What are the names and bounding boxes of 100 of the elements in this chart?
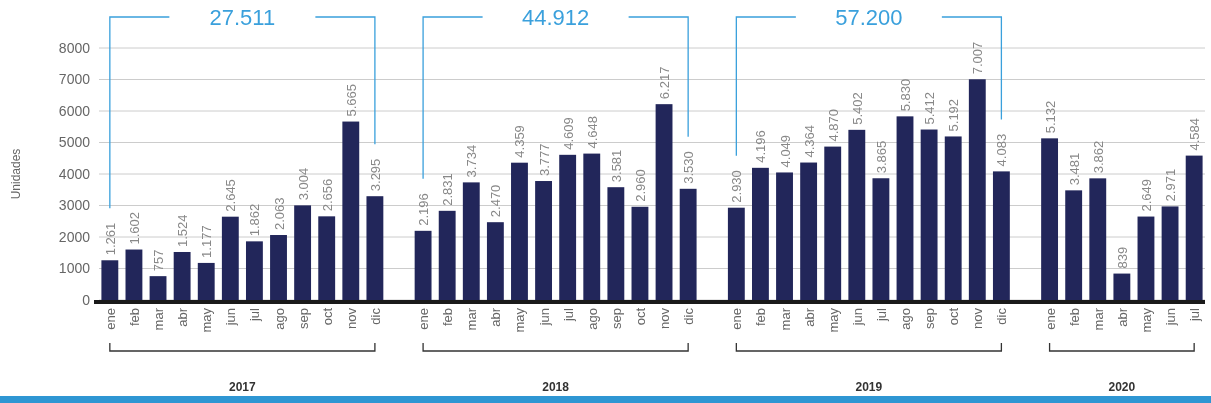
bar <box>920 129 938 300</box>
x-tick-label: mar <box>151 307 167 331</box>
x-tick-label: nov <box>970 307 986 329</box>
x-tick-label: ene <box>102 308 118 330</box>
x-tick-label: may <box>199 307 215 333</box>
bar <box>968 79 986 300</box>
x-tick-label: ago <box>271 308 287 330</box>
bar <box>342 121 360 300</box>
data-label: 5.412 <box>922 91 938 125</box>
x-tick-label: nov <box>343 307 359 329</box>
x-tick-label: may <box>512 307 528 333</box>
y-tick-label: 0 <box>82 291 91 308</box>
data-label: 7.007 <box>970 41 986 75</box>
data-label: 3.530 <box>681 151 697 184</box>
data-label: 4.196 <box>753 130 769 163</box>
bar <box>294 205 312 300</box>
x-tick-label: jun <box>536 308 552 327</box>
data-label: 2.470 <box>488 184 504 218</box>
data-label: 2.960 <box>632 169 648 202</box>
x-tick-label: sep <box>608 308 624 329</box>
bar <box>318 216 336 300</box>
x-tick-label: abr <box>801 307 817 327</box>
bar <box>559 154 577 300</box>
x-tick-label: feb <box>126 308 142 327</box>
data-label: 2.656 <box>319 178 335 212</box>
data-label: 1.261 <box>102 222 118 256</box>
y-tick-label: 3000 <box>58 197 91 214</box>
x-tick-label: ago <box>898 308 914 330</box>
x-tick-label: oct <box>632 307 648 326</box>
data-label: 3.004 <box>295 167 311 201</box>
x-tick-label: jul <box>873 307 889 323</box>
data-label: 3.777 <box>536 143 552 177</box>
x-tick-label: dic <box>367 307 383 325</box>
bar <box>414 230 432 300</box>
x-tick-label: ene <box>729 308 745 330</box>
x-tick-label: sep <box>922 308 938 329</box>
bar <box>1137 216 1155 300</box>
data-label: 2.971 <box>1163 168 1179 202</box>
bar <box>245 241 263 300</box>
bar <box>1113 273 1131 300</box>
data-label: 4.870 <box>825 109 841 142</box>
bar <box>101 260 119 300</box>
y-tick-label: 5000 <box>58 134 91 151</box>
data-label: 2.831 <box>440 173 456 206</box>
data-label: 4.049 <box>777 134 793 168</box>
bar <box>197 262 215 300</box>
y-tick-label: 6000 <box>58 102 91 119</box>
bar <box>752 167 769 300</box>
x-tick-label: ene <box>1042 308 1058 330</box>
bar <box>173 251 191 300</box>
text: 2020 <box>1108 380 1136 394</box>
bar <box>631 206 649 300</box>
x-tick-label: feb <box>753 308 769 327</box>
data-label: 4.083 <box>994 133 1010 167</box>
bar <box>1185 155 1203 300</box>
y-axis-title: Unidades <box>9 148 23 200</box>
bar <box>486 222 504 300</box>
data-label: 3.862 <box>1090 140 1106 174</box>
data-label: 5.830 <box>898 78 914 112</box>
x-tick-label: jul <box>1187 307 1203 323</box>
bar <box>992 171 1010 300</box>
x-tick-label: mar <box>464 307 480 331</box>
bar <box>462 182 480 300</box>
data-label: 3.865 <box>873 140 889 174</box>
y-tick-label: 2000 <box>58 228 91 245</box>
data-label: 1.177 <box>199 225 215 258</box>
bar <box>776 172 793 300</box>
y-tick-label: 1000 <box>58 260 91 277</box>
bar <box>727 207 745 300</box>
x-tick-label: jun <box>849 308 865 327</box>
data-label: 5.402 <box>849 92 865 125</box>
x-tick-label: abr <box>1114 307 1130 327</box>
y-tick-label: 8000 <box>58 39 91 56</box>
data-label: 2.063 <box>271 197 287 231</box>
bar <box>848 129 866 300</box>
bar <box>872 178 890 300</box>
y-tick-label: 4000 <box>58 165 91 182</box>
bar <box>535 181 552 300</box>
bar <box>1089 178 1107 300</box>
x-tick-label: nov <box>657 307 673 329</box>
text: 2019 <box>855 380 883 394</box>
x-tick-label: feb <box>1066 308 1082 327</box>
x-tick-label: jun <box>223 308 239 327</box>
x-tick-label: mar <box>1090 307 1106 331</box>
bar <box>1161 206 1179 300</box>
x-tick-label: may <box>1138 307 1154 333</box>
data-label: 4.359 <box>512 125 528 158</box>
data-label: 4.364 <box>801 124 817 158</box>
data-label: 1.602 <box>126 211 142 245</box>
x-tick-label: abr <box>175 307 191 327</box>
bar <box>944 136 962 300</box>
text: 2018 <box>542 380 570 394</box>
data-label: 3.481 <box>1066 152 1082 186</box>
text: 2017 <box>229 380 257 394</box>
x-tick-label: oct <box>319 307 335 326</box>
data-label: 4.648 <box>584 116 600 149</box>
text: 27.511 <box>209 5 276 30</box>
bar <box>149 276 167 300</box>
data-label: 3.734 <box>464 144 480 178</box>
bar <box>583 153 601 300</box>
